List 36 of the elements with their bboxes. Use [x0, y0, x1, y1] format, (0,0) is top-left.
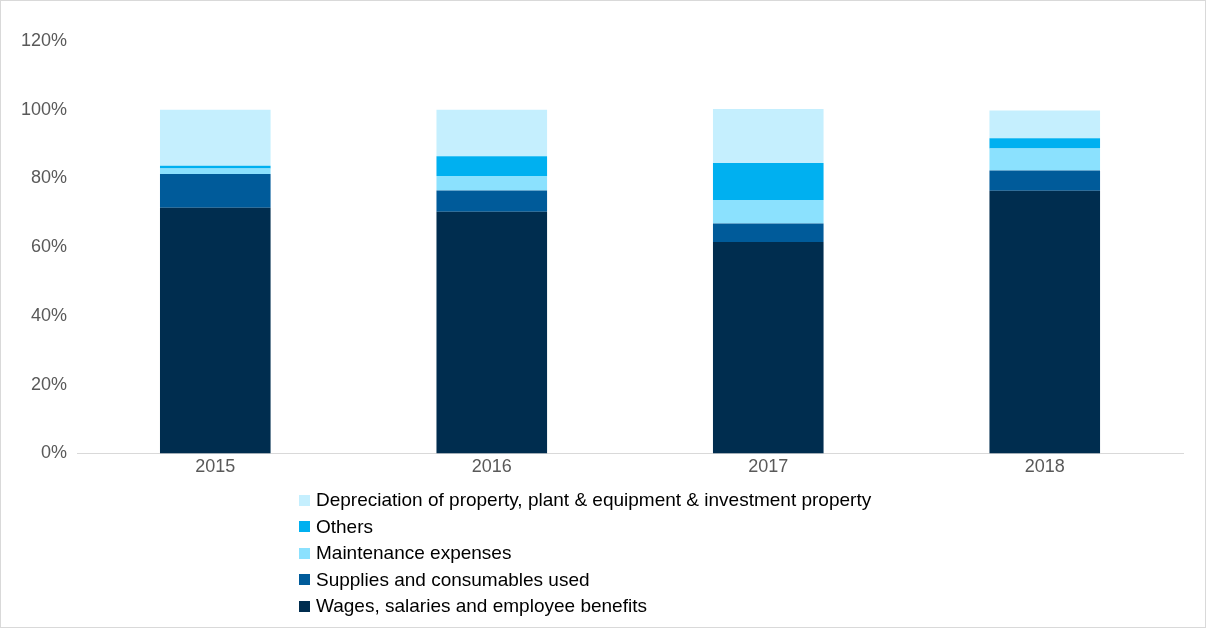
bar [712, 242, 824, 454]
bar [436, 190, 548, 212]
x-tick-label: 2018 [1024, 456, 1065, 477]
y-tick-label: 0% [41, 442, 68, 463]
bar [989, 190, 1101, 454]
legend-label: Supplies and consumables used [316, 567, 590, 592]
bar [159, 109, 271, 166]
bar [436, 156, 548, 177]
bar [436, 211, 548, 454]
bar [159, 207, 271, 454]
y-tick-label: 20% [31, 373, 68, 394]
bar [159, 168, 271, 174]
y-tick-label: 100% [20, 98, 68, 119]
legend-label: Maintenance expenses [316, 541, 512, 565]
bar [989, 110, 1101, 139]
x-tick-label: 2017 [748, 456, 789, 477]
y-tick-label: 80% [31, 167, 68, 188]
x-tick-label: 2016 [471, 456, 512, 477]
x-tick-label: 2015 [195, 456, 236, 477]
bar [712, 163, 824, 201]
legend-label: Others [316, 514, 374, 539]
y-tick-label: 60% [31, 236, 68, 257]
y-tick-label: 120% [20, 29, 68, 50]
bar [989, 148, 1101, 171]
bar [159, 174, 271, 208]
bar [989, 138, 1101, 149]
bar [712, 109, 824, 163]
bar [159, 165, 271, 169]
legend-label: Wages, salaries and employee benefits [316, 594, 647, 618]
y-tick-label: 40% [31, 304, 68, 325]
bar [436, 109, 548, 157]
bar [712, 200, 824, 224]
bar [989, 170, 1101, 191]
bar [712, 223, 824, 243]
bar [436, 176, 548, 191]
legend-label: Depreciation of property, plant & equipment & investment property [316, 488, 872, 512]
